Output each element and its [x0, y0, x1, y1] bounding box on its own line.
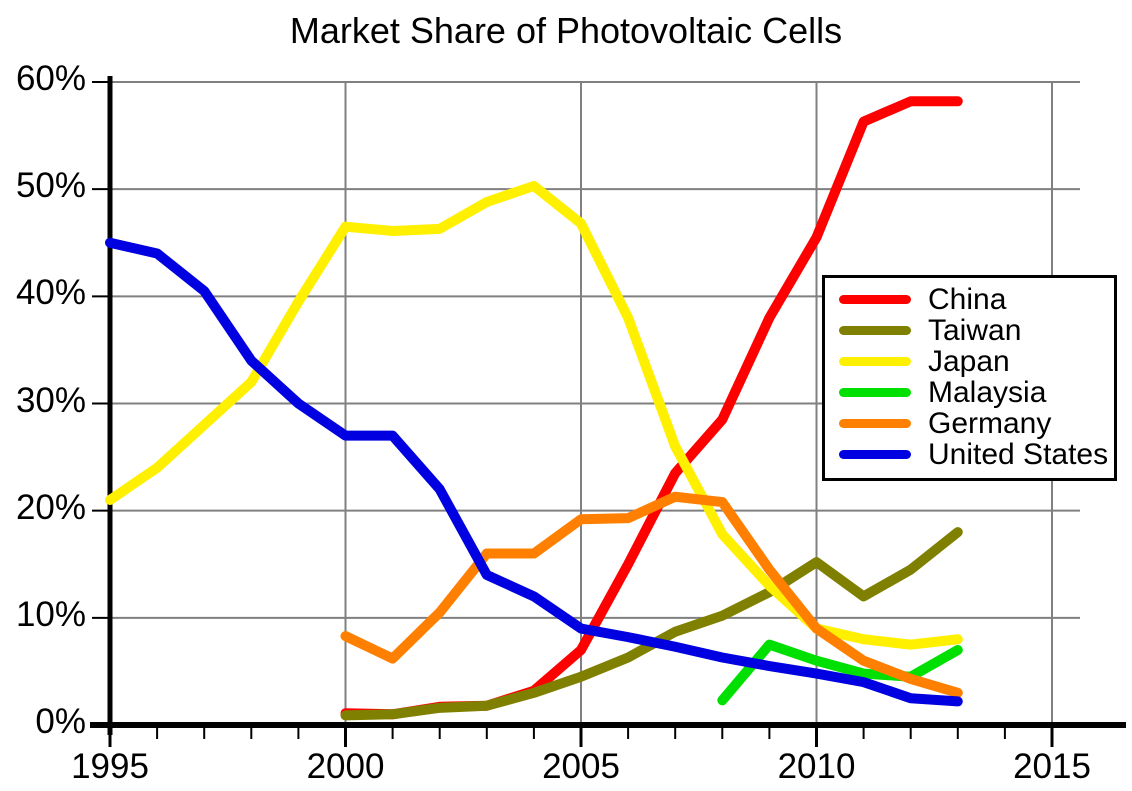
chart-title: Market Share of Photovoltaic Cells [289, 10, 843, 51]
series-line-united-states[interactable] [105, 237, 963, 707]
legend-color-swatch [839, 357, 911, 366]
legend-item-malaysia[interactable]: Malaysia [825, 377, 1114, 408]
x-axis-tick-label: 2000 [306, 747, 385, 786]
series-line-malaysia[interactable] [717, 639, 963, 706]
legend-item-united-states[interactable]: United States [825, 439, 1114, 470]
x-axis-tick-label: 2010 [777, 747, 856, 786]
legend-item-label: Japan [928, 344, 1010, 378]
legend-item-japan[interactable]: Japan [825, 346, 1114, 377]
y-axis-tick-label: 50% [15, 166, 86, 206]
legend-item-china[interactable]: China [825, 284, 1114, 315]
legend-item-germany[interactable]: Germany [825, 408, 1114, 439]
legend-item-label: Taiwan [928, 313, 1022, 347]
x-axis-tick-label: 2005 [542, 747, 620, 786]
legend-color-swatch [839, 295, 911, 304]
y-axis-tick-label: 30% [15, 380, 86, 420]
legend-item-label: United States [928, 437, 1109, 471]
series-line-germany[interactable] [340, 491, 963, 698]
legend-item-label: China [928, 282, 1007, 316]
legend-item-label: Germany [928, 406, 1052, 440]
legend-color-swatch [839, 326, 911, 335]
x-axis-tick-label: 2015 [1013, 747, 1091, 786]
legend-item-taiwan[interactable]: Taiwan [825, 315, 1114, 346]
legend-color-swatch [839, 388, 911, 397]
y-axis-tick-label: 40% [15, 273, 86, 313]
y-axis-tick-label: 60% [15, 59, 86, 98]
legend-color-swatch [839, 450, 911, 459]
y-axis-tick-label: 0% [35, 702, 86, 741]
legend-item-label: Malaysia [928, 375, 1047, 409]
chart-legend[interactable]: China Taiwan Japan Malaysia Germany United St… [822, 275, 1117, 481]
y-axis-tick-label: 10% [15, 594, 86, 634]
y-axis-tick-label: 20% [15, 487, 86, 527]
legend-color-swatch [839, 419, 911, 428]
x-axis-tick-label: 1995 [71, 747, 149, 786]
